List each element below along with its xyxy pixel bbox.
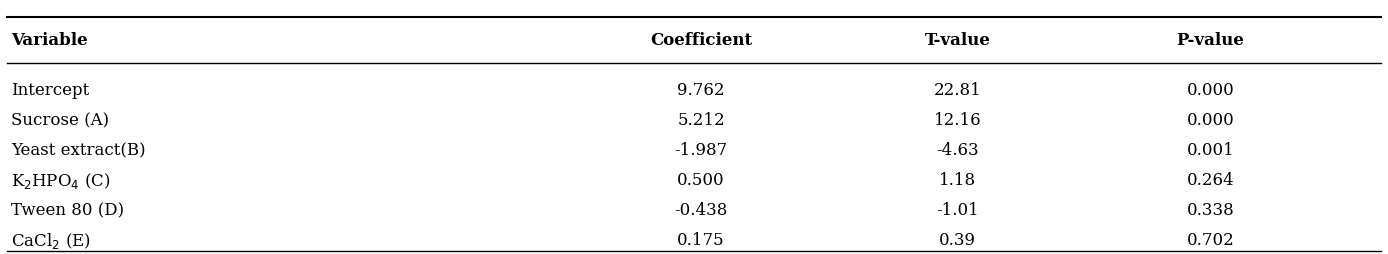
Text: -0.438: -0.438 xyxy=(675,202,727,218)
Text: Yeast extract(B): Yeast extract(B) xyxy=(11,142,146,158)
Text: 5.212: 5.212 xyxy=(677,112,725,129)
Text: 0.000: 0.000 xyxy=(1187,82,1234,99)
Text: Tween 80 (D): Tween 80 (D) xyxy=(11,202,125,218)
Text: 0.39: 0.39 xyxy=(940,232,976,248)
Text: Variable: Variable xyxy=(11,32,87,49)
Text: 0.000: 0.000 xyxy=(1187,112,1234,129)
Text: 0.702: 0.702 xyxy=(1187,232,1234,248)
Text: 22.81: 22.81 xyxy=(934,82,981,99)
Text: T-value: T-value xyxy=(924,32,991,49)
Text: -1.987: -1.987 xyxy=(675,142,727,158)
Text: 0.500: 0.500 xyxy=(677,172,725,188)
Text: 1.18: 1.18 xyxy=(940,172,976,188)
Text: 0.264: 0.264 xyxy=(1187,172,1234,188)
Text: 9.762: 9.762 xyxy=(677,82,725,99)
Text: K$_2$HPO$_4$ (C): K$_2$HPO$_4$ (C) xyxy=(11,170,111,190)
Text: CaCl$_2$ (E): CaCl$_2$ (E) xyxy=(11,230,90,250)
Text: P-value: P-value xyxy=(1177,32,1244,49)
Text: Coefficient: Coefficient xyxy=(650,32,752,49)
Text: -4.63: -4.63 xyxy=(937,142,979,158)
Text: Intercept: Intercept xyxy=(11,82,89,99)
Text: 12.16: 12.16 xyxy=(934,112,981,129)
Text: -1.01: -1.01 xyxy=(937,202,979,218)
Text: 0.338: 0.338 xyxy=(1187,202,1234,218)
Text: 0.175: 0.175 xyxy=(677,232,725,248)
Text: 0.001: 0.001 xyxy=(1187,142,1234,158)
Text: Sucrose (A): Sucrose (A) xyxy=(11,112,110,129)
